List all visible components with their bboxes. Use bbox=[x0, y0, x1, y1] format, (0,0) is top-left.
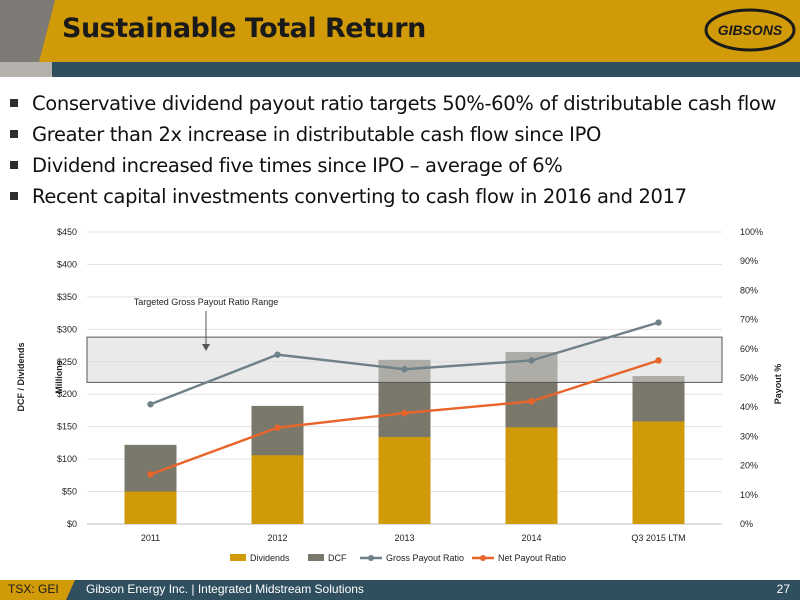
y2-tick-label: 100% bbox=[740, 227, 763, 237]
y2-tick-label: 20% bbox=[740, 461, 758, 471]
bullet-item: Conservative dividend payout ratio targe… bbox=[8, 88, 798, 119]
legend-label: Gross Payout Ratio bbox=[386, 553, 464, 563]
page-number: 27 bbox=[776, 582, 790, 596]
y2-tick-label: 50% bbox=[740, 373, 758, 383]
header-bar bbox=[0, 0, 800, 64]
target-band-label: Targeted Gross Payout Ratio Range bbox=[134, 297, 279, 307]
y2-tick-label: 60% bbox=[740, 344, 758, 354]
legend-label: Dividends bbox=[250, 553, 290, 563]
y-tick-label: $100 bbox=[57, 454, 77, 464]
y2-tick-label: 10% bbox=[740, 490, 758, 500]
bullet-square-icon bbox=[10, 192, 18, 200]
footer-accent bbox=[0, 580, 75, 600]
net-payout-point bbox=[655, 357, 662, 364]
header-strip bbox=[52, 62, 800, 77]
y-tick-label: $450 bbox=[57, 227, 77, 237]
y-tick-label: $50 bbox=[62, 487, 77, 497]
bullet-square-icon bbox=[10, 161, 18, 169]
y-tick-label: $350 bbox=[57, 292, 77, 302]
x-tick-label: 2013 bbox=[394, 533, 414, 543]
dividends-bar bbox=[505, 427, 558, 524]
gross-payout-point bbox=[147, 401, 154, 408]
footer-company: Gibson Energy Inc. | Integrated Midstrea… bbox=[86, 582, 364, 596]
bullet-list: Conservative dividend payout ratio targe… bbox=[8, 88, 798, 212]
y2-tick-label: 80% bbox=[740, 285, 758, 295]
y-tick-label: $250 bbox=[57, 357, 77, 367]
target-band bbox=[86, 336, 723, 383]
x-tick-label: Q3 2015 LTM bbox=[631, 533, 685, 543]
y2-tick-label: 70% bbox=[740, 315, 758, 325]
bullet-item: Recent capital investments converting to… bbox=[8, 181, 798, 212]
gross-payout-point bbox=[274, 351, 281, 358]
legend-swatch bbox=[308, 554, 324, 561]
legend-label: DCF bbox=[328, 553, 347, 563]
bullet-square-icon bbox=[10, 130, 18, 138]
footer-bar: TSX: GEI Gibson Energy Inc. | Integrated… bbox=[0, 580, 800, 600]
gross-payout-point bbox=[655, 319, 662, 326]
bullet-item: Greater than 2x increase in distributabl… bbox=[8, 119, 798, 150]
bullet-item: Dividend increased five times since IPO … bbox=[8, 150, 798, 181]
y2-axis-title: Payout % bbox=[773, 364, 783, 405]
header-strip-accent bbox=[0, 62, 60, 77]
net-payout-point bbox=[401, 409, 408, 417]
y-tick-label: $0 bbox=[67, 519, 77, 529]
gross-payout-point bbox=[401, 366, 408, 373]
x-tick-label: 2011 bbox=[141, 533, 160, 543]
legend-label: Net Payout Ratio bbox=[498, 553, 566, 563]
gibson-logo: GIBSONS bbox=[704, 8, 796, 52]
net-payout-point bbox=[147, 471, 154, 478]
footer-ticker: TSX: GEI bbox=[8, 582, 59, 596]
legend-swatch bbox=[230, 554, 246, 561]
payout-chart: $0 $50 $100 $150 $200 $250 $300 $350 $400 $450 0% 1… bbox=[16, 227, 783, 563]
y-tick-label: $400 bbox=[57, 259, 77, 269]
y2-tick-label: 90% bbox=[740, 256, 758, 266]
dividends-bar bbox=[632, 421, 685, 524]
x-tick-label: 2012 bbox=[267, 533, 287, 543]
net-payout-point bbox=[274, 424, 281, 431]
y-tick-label: $200 bbox=[57, 389, 77, 399]
dividends-bar bbox=[124, 491, 177, 524]
bullet-text: Recent capital investments converting to… bbox=[32, 185, 687, 208]
legend-marker bbox=[368, 555, 374, 561]
bullet-text: Greater than 2x increase in distributabl… bbox=[32, 123, 601, 146]
y2-tick-label: 40% bbox=[740, 402, 758, 412]
x-tick-label: 2014 bbox=[521, 533, 541, 543]
target-band-arrow-head bbox=[202, 344, 210, 351]
y-axis-title: DCF / Dividends bbox=[16, 342, 26, 411]
gross-payout-point bbox=[528, 357, 535, 364]
bullet-square-icon bbox=[10, 99, 18, 107]
page-title: Sustainable Total Return bbox=[62, 13, 426, 44]
logo-wordmark: GIBSONS bbox=[718, 22, 783, 38]
y-tick-label: $150 bbox=[57, 422, 77, 432]
legend-marker bbox=[480, 555, 486, 561]
y-tick-label: $300 bbox=[57, 324, 77, 334]
net-payout-point bbox=[528, 398, 535, 405]
y-axis-units: Millions bbox=[54, 360, 64, 394]
dividends-bar bbox=[378, 437, 431, 524]
y2-tick-label: 0% bbox=[740, 519, 753, 529]
dividends-bar bbox=[251, 455, 304, 524]
bullet-text: Dividend increased five times since IPO … bbox=[32, 154, 563, 177]
bullet-text: Conservative dividend payout ratio targe… bbox=[32, 92, 777, 115]
y2-tick-label: 30% bbox=[740, 431, 758, 441]
